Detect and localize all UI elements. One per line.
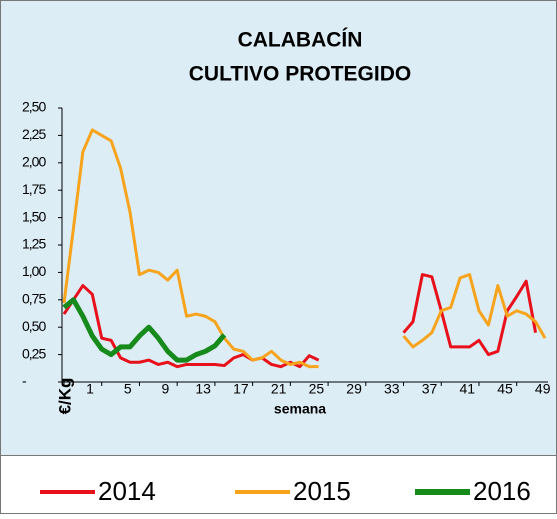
x-tick-label: 29 [346, 381, 362, 397]
y-tick-label: 1,25 [22, 236, 46, 252]
x-tick-label: 1 [86, 381, 94, 397]
x-tick-label: 17 [233, 381, 249, 397]
y-tick-label: - [22, 373, 27, 389]
x-tick-label: 33 [384, 381, 400, 397]
x-tick-label: 25 [309, 381, 325, 397]
y-tick-label: 0,75 [22, 291, 46, 307]
legend-label: 2014 [98, 476, 156, 506]
x-tick-label: 13 [195, 381, 211, 397]
y-tick-label: 2,25 [22, 126, 46, 142]
y-tick-label: 2,50 [22, 99, 46, 115]
x-tick-label: 5 [124, 381, 132, 397]
x-tick-label: 21 [271, 381, 287, 397]
chart-title: CALABACÍN [238, 29, 363, 52]
series-line [62, 128, 547, 369]
y-tick-label: 2,00 [22, 154, 46, 170]
x-tick-label: 9 [162, 381, 170, 397]
legend-label: 2016 [473, 476, 531, 506]
y-tick-label: 1,00 [22, 263, 46, 279]
chart-subtitle: CULTIVO PROTEGIDO [189, 63, 411, 86]
x-tick-label: 45 [497, 381, 513, 397]
y-tick-label: 1,75 [22, 181, 46, 197]
series-line [62, 297, 227, 363]
x-tick-label: 49 [535, 381, 551, 397]
y-tick-label: 1,50 [22, 208, 46, 224]
series-line [62, 273, 538, 369]
x-tick-label: 41 [459, 381, 475, 397]
x-tick-label: 37 [422, 381, 438, 397]
chart-area [1, 1, 556, 455]
x-axis-label: semana [274, 401, 326, 417]
legend-label: 2015 [293, 476, 351, 506]
y-axis-label: €/Kg [55, 378, 74, 415]
y-tick-label: 0,50 [22, 318, 46, 334]
y-tick-label: 0,25 [22, 345, 46, 361]
